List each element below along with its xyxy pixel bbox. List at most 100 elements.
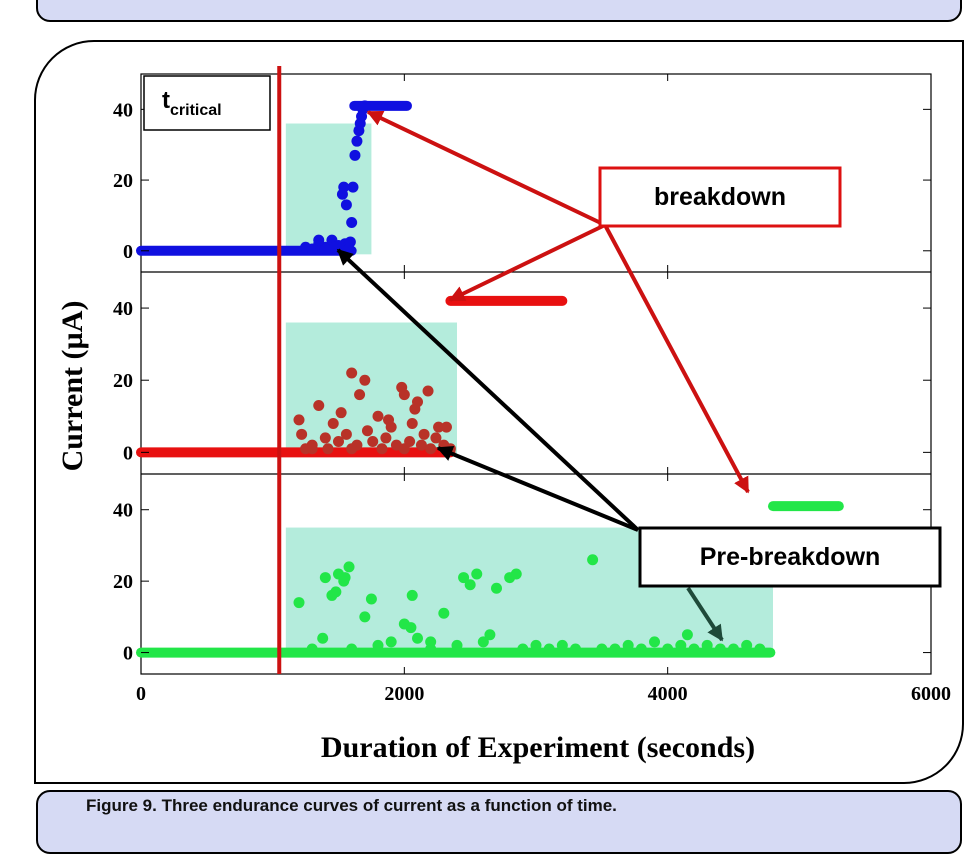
point-bottom-27	[510, 568, 522, 580]
breakdown-box	[598, 166, 842, 228]
t-critical-box	[143, 75, 271, 131]
point-bottom-5	[330, 586, 342, 598]
point-middle-38	[306, 443, 318, 455]
point-bottom-48	[484, 629, 496, 641]
y-axis-label: Current (µA)	[56, 301, 89, 472]
point-bottom-31	[556, 639, 568, 651]
panel-middle	[136, 271, 931, 458]
x-tick-label-3: 6000	[911, 683, 951, 705]
point-bottom-16	[406, 589, 418, 601]
point-bottom-36	[635, 643, 647, 655]
point-bottom-38	[662, 643, 674, 655]
arrow-breakdown-middle	[448, 223, 606, 302]
point-bottom-35	[622, 639, 634, 651]
point-bottom-22	[464, 579, 476, 591]
point-top-10	[347, 181, 359, 193]
pre-breakdown-label: Pre-breakdown	[700, 543, 881, 571]
t-critical-label: tcritical	[162, 87, 222, 119]
arrow-pre-top	[336, 248, 640, 532]
point-bottom-30	[543, 643, 555, 655]
x-tick-label-2: 4000	[648, 683, 688, 705]
point-bottom-46	[346, 643, 358, 655]
arrow-breakdown-top	[366, 110, 606, 227]
point-bottom-39	[675, 639, 687, 651]
point-bottom-40	[688, 643, 700, 655]
point-bottom-29	[530, 639, 542, 651]
y-tick-label-bottom-1: 20	[113, 571, 133, 593]
point-bottom-44	[741, 639, 753, 651]
point-top-22	[319, 243, 331, 255]
point-top-25	[343, 243, 355, 255]
point-middle-4	[319, 432, 331, 444]
point-bottom-32	[570, 643, 581, 655]
point-bottom-20	[451, 639, 463, 651]
point-bottom-49	[609, 643, 621, 655]
point-bottom-15	[405, 622, 417, 634]
t-critical-sub: critical	[170, 102, 222, 119]
point-bottom-50	[681, 629, 693, 641]
figure-caption: Figure 9. Three endurance curves of curr…	[86, 796, 617, 815]
point-middle-39	[346, 443, 358, 455]
y-tick-label-middle-0: 0	[123, 442, 133, 464]
y-tick-label-middle-1: 20	[113, 370, 133, 392]
point-middle-32	[430, 432, 442, 444]
point-middle-40	[398, 443, 410, 455]
point-top-17	[359, 100, 371, 112]
point-middle-18	[380, 432, 392, 444]
point-middle-0	[293, 414, 305, 426]
point-bottom-45	[754, 643, 766, 655]
point-bottom-11	[365, 593, 377, 605]
point-middle-17	[376, 443, 388, 455]
point-top-9	[346, 217, 358, 228]
point-top-20	[340, 199, 352, 211]
point-bottom-13	[385, 636, 397, 648]
y-tick-label-middle-2: 40	[113, 298, 133, 320]
y-tick-label-top-1: 20	[113, 170, 133, 192]
panel-top	[136, 100, 412, 256]
top-banner	[36, 0, 962, 22]
y-tick-label-bottom-2: 40	[113, 500, 133, 522]
point-middle-35	[440, 421, 452, 433]
point-bottom-8	[343, 561, 355, 573]
point-bottom-34	[596, 643, 608, 655]
point-bottom-3	[319, 572, 331, 584]
point-bottom-12	[372, 639, 384, 651]
point-bottom-25	[491, 582, 502, 594]
caption-box: Figure 9. Three endurance curves of curr…	[36, 790, 962, 854]
endurance-chart: 0 2000 4000 6000 0 20 40 0 20 40 0 20 40 tcritical b…	[56, 66, 951, 764]
point-middle-9	[340, 428, 352, 440]
x-axis-label: Duration of Experiment (seconds)	[321, 731, 755, 764]
point-bottom-37	[649, 636, 660, 648]
point-bottom-41	[701, 639, 713, 651]
point-middle-8	[335, 407, 347, 419]
point-bottom-9	[338, 575, 350, 587]
point-bottom-17	[412, 632, 423, 644]
point-middle-29	[418, 428, 430, 440]
point-middle-30	[422, 385, 434, 397]
point-bottom-47	[425, 636, 437, 648]
point-bottom-23	[471, 568, 483, 580]
x-tick-label-1: 2000	[384, 683, 424, 705]
point-bottom-2	[317, 632, 329, 644]
arrow-breakdown-bottom	[603, 224, 750, 494]
point-top-21	[313, 234, 325, 246]
point-bottom-33	[587, 554, 599, 566]
point-middle-14	[361, 425, 373, 437]
point-middle-27	[412, 396, 423, 408]
point-bottom-42	[714, 643, 726, 655]
point-top-19	[338, 181, 350, 193]
point-middle-20	[385, 421, 397, 433]
point-middle-15	[367, 436, 379, 448]
point-middle-13	[359, 374, 371, 386]
point-bottom-10	[359, 611, 371, 623]
point-middle-5	[322, 443, 334, 455]
point-bottom-43	[728, 643, 739, 655]
point-bottom-28	[517, 643, 529, 655]
point-middle-1	[296, 428, 308, 440]
pre-breakdown-box	[638, 526, 942, 588]
point-middle-31	[425, 443, 437, 455]
point-middle-28	[415, 439, 427, 451]
point-middle-7	[333, 436, 344, 448]
point-middle-10	[346, 367, 358, 379]
point-middle-16	[372, 410, 384, 422]
